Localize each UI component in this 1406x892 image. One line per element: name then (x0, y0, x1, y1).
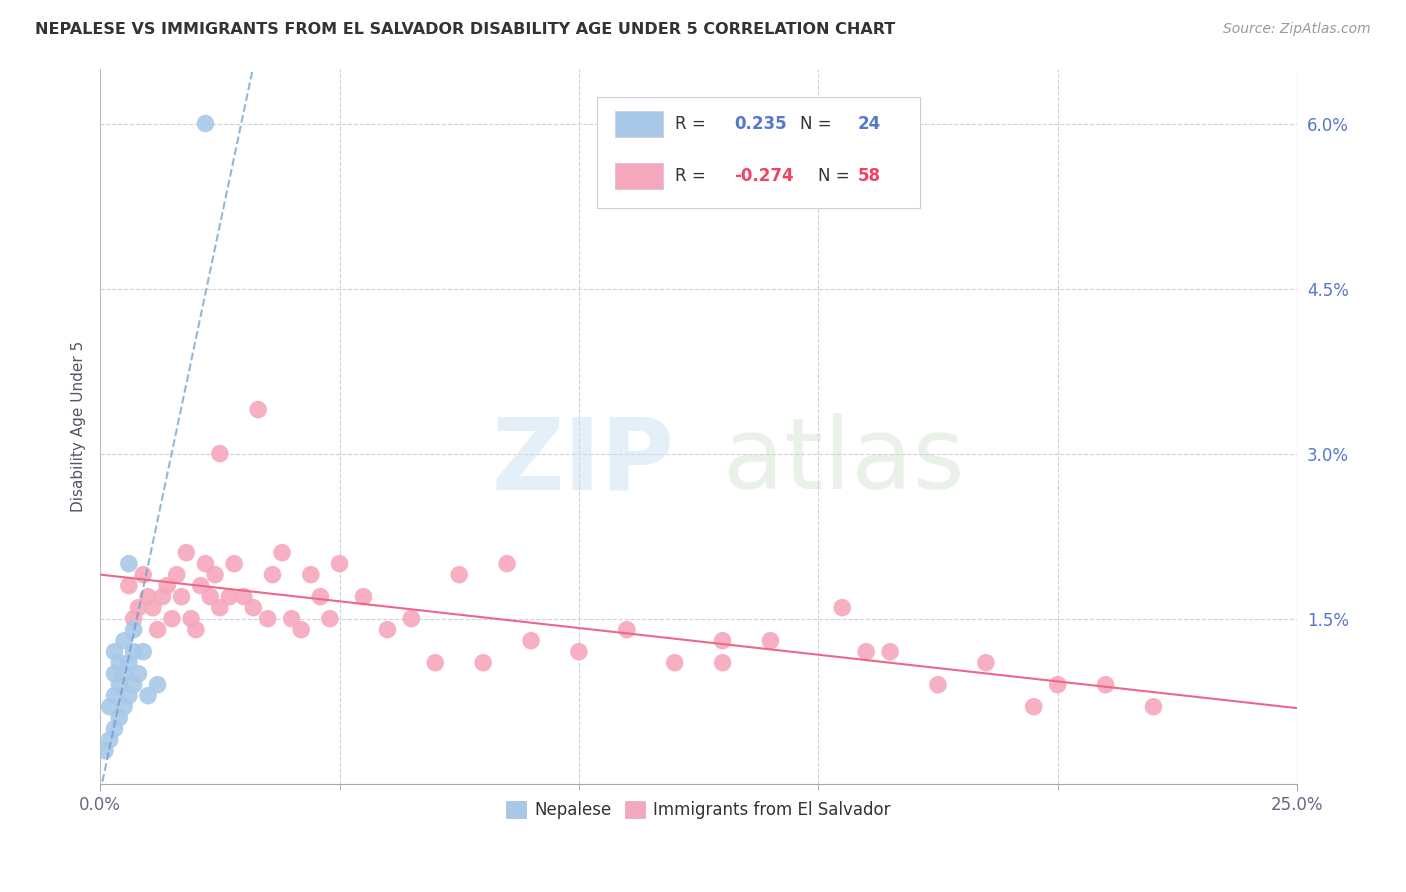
Point (112, 666, 135, 681)
Point (112, 699, 135, 714)
Text: N =: N = (818, 167, 851, 185)
Point (103, 722, 125, 736)
FancyBboxPatch shape (598, 97, 920, 208)
Point (1142, 699, 1164, 714)
Point (132, 645, 155, 659)
Point (94, 744, 117, 758)
Point (122, 645, 145, 659)
Point (98, 732, 121, 747)
Bar (614, 112, 662, 137)
Point (224, 557, 246, 571)
Point (112, 633, 135, 648)
Point (194, 557, 217, 571)
Point (160, 612, 183, 626)
Point (879, 645, 901, 659)
Point (103, 645, 125, 659)
Point (616, 623, 638, 637)
Point (256, 612, 278, 626)
Point (136, 689, 159, 703)
Point (328, 557, 350, 571)
Point (194, 116, 217, 130)
Text: R =: R = (675, 167, 706, 185)
Point (711, 656, 734, 670)
Point (271, 546, 294, 560)
Point (262, 567, 284, 582)
Point (118, 689, 141, 703)
Text: 58: 58 (858, 167, 880, 185)
Point (290, 623, 312, 637)
Point (377, 623, 399, 637)
Text: Source: ZipAtlas.com: Source: ZipAtlas.com (1223, 22, 1371, 37)
Point (927, 678, 949, 692)
Point (353, 590, 375, 604)
Point (180, 612, 202, 626)
Point (132, 567, 155, 582)
Point (472, 656, 495, 670)
Text: 24: 24 (858, 115, 882, 133)
Point (759, 633, 782, 648)
Point (247, 402, 270, 417)
Point (108, 678, 131, 692)
Point (146, 623, 169, 637)
Point (118, 579, 141, 593)
Point (122, 678, 145, 692)
Point (1046, 678, 1069, 692)
Point (496, 557, 519, 571)
Point (855, 645, 877, 659)
Point (208, 600, 231, 615)
Y-axis label: Disability Age Under 5: Disability Age Under 5 (72, 341, 86, 512)
Bar (614, 163, 662, 189)
Point (184, 623, 207, 637)
Point (280, 612, 302, 626)
Point (103, 689, 125, 703)
Point (142, 600, 165, 615)
Point (204, 567, 226, 582)
Point (831, 600, 853, 615)
Text: -0.274: -0.274 (734, 167, 794, 185)
Point (1094, 678, 1116, 692)
Point (299, 567, 322, 582)
Point (156, 579, 179, 593)
Point (309, 590, 332, 604)
Point (664, 656, 686, 670)
Point (146, 678, 169, 692)
Text: NEPALESE VS IMMIGRANTS FROM EL SALVADOR DISABILITY AGE UNDER 5 CORRELATION CHART: NEPALESE VS IMMIGRANTS FROM EL SALVADOR … (35, 22, 896, 37)
Point (150, 590, 173, 604)
Point (200, 590, 222, 604)
Point (108, 711, 131, 725)
Point (1022, 699, 1045, 714)
Text: atlas: atlas (723, 413, 965, 510)
Text: R =: R = (675, 115, 706, 133)
Point (449, 567, 471, 582)
Point (118, 656, 141, 670)
Point (170, 590, 193, 604)
Point (242, 600, 264, 615)
Point (103, 666, 125, 681)
Point (122, 623, 145, 637)
Point (108, 656, 131, 670)
Point (711, 633, 734, 648)
Point (166, 567, 188, 582)
Point (401, 612, 423, 626)
Point (118, 557, 141, 571)
Point (425, 656, 447, 670)
Text: 0.235: 0.235 (734, 115, 787, 133)
Point (319, 612, 342, 626)
Point (232, 590, 254, 604)
Point (520, 633, 543, 648)
Point (176, 546, 198, 560)
Legend: Nepalese, Immigrants from El Salvador: Nepalese, Immigrants from El Salvador (499, 794, 897, 825)
Point (127, 600, 149, 615)
Point (136, 590, 159, 604)
Point (568, 645, 591, 659)
Point (190, 579, 212, 593)
Point (974, 656, 997, 670)
Text: N =: N = (800, 115, 832, 133)
Text: ZIP: ZIP (492, 413, 675, 510)
Point (127, 666, 149, 681)
Point (122, 612, 145, 626)
Point (98, 699, 121, 714)
Point (218, 590, 240, 604)
Point (208, 447, 231, 461)
